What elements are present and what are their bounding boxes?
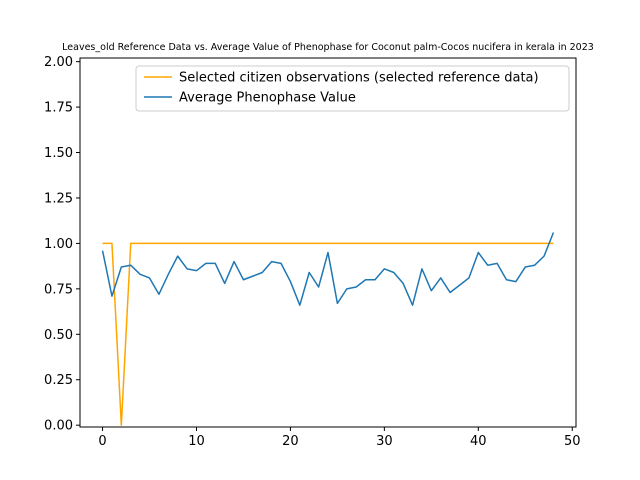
plot-axes: 0 10 20 30 40 50 0.00 0.25 0.50 0.75 1.00 1.25 1.50 1… — [44, 55, 580, 449]
legend: Selected citizen observations (selected … — [135, 65, 570, 112]
y-tick-label: 2.00 — [44, 55, 73, 70]
plot-frame — [79, 57, 577, 428]
y-tick-label: 1.00 — [44, 237, 73, 252]
legend-label: Selected citizen observations (selected … — [179, 71, 539, 86]
x-tick-label: 30 — [376, 434, 393, 449]
y-tick-label: 0.00 — [44, 419, 73, 434]
x-tick-label: 10 — [188, 434, 205, 449]
y-tick-label: 1.75 — [44, 101, 73, 116]
legend-label: Average Phenophase Value — [179, 91, 356, 106]
plot-series — [101, 232, 555, 426]
y-tick-label: 1.25 — [44, 191, 73, 206]
x-tick-label: 0 — [98, 434, 106, 449]
x-tick-label: 40 — [470, 434, 487, 449]
legend-box — [135, 65, 570, 112]
y-tick-label: 0.25 — [44, 373, 73, 388]
y-tick-label: 1.50 — [44, 146, 73, 161]
x-tick-label: 20 — [282, 434, 299, 449]
series-line-average — [101, 232, 555, 306]
chart-title: Leaves_old Reference Data vs. Average Va… — [62, 42, 594, 53]
y-tick-label: 0.75 — [44, 282, 73, 297]
x-tick-label: 50 — [564, 434, 581, 449]
y-tick-label: 0.50 — [44, 328, 73, 343]
series-line-reference — [102, 242, 554, 426]
